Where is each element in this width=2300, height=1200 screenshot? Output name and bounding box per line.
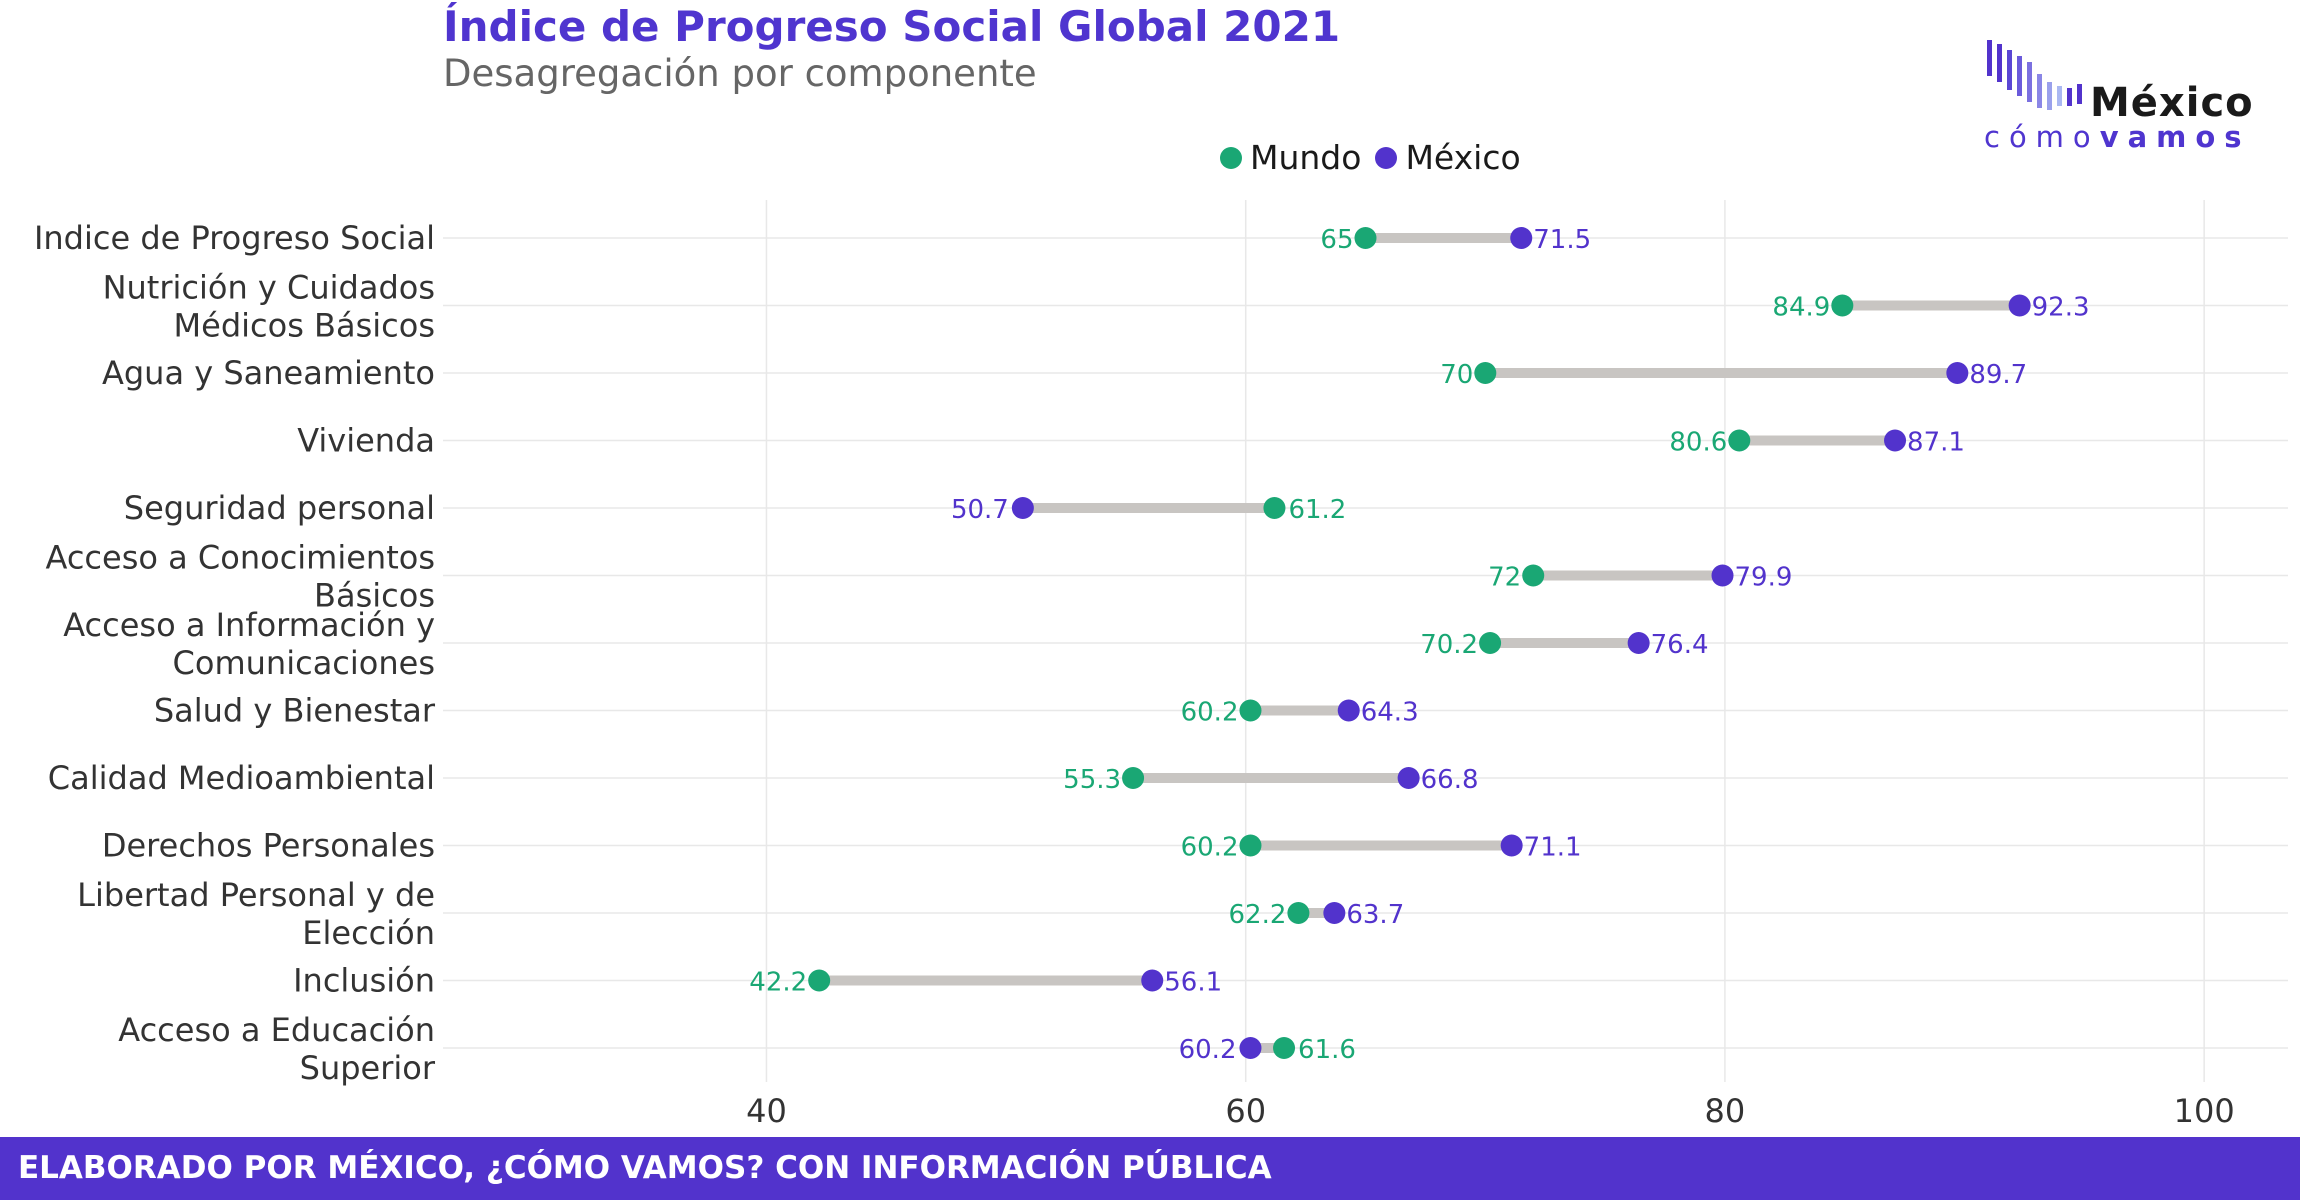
dumbbell-chart: 40 60 80 100 Indice de Progreso Social 65 71.5…: [34, 200, 2288, 1130]
data-label-mexico: 64.3: [1361, 698, 1419, 728]
point-mexico: [1011, 497, 1034, 519]
category-label: Salud y Bienestar: [154, 692, 436, 730]
data-label-mexico: 60.2: [1179, 1035, 1237, 1065]
data-label-mundo: 70: [1440, 360, 1473, 390]
category-label: Acceso a Educación Superior: [118, 1011, 436, 1087]
point-mundo: [1831, 294, 1854, 317]
data-label-mexico: 66.8: [1421, 765, 1479, 795]
point-mexico: [1946, 362, 1969, 384]
data-label-mexico: 89.7: [1969, 360, 2027, 390]
x-tick-label: 100: [2174, 1092, 2235, 1130]
logo-tagline-light: cómo: [1984, 120, 2100, 154]
category-label: Derechos Personales: [102, 827, 435, 865]
category-label: Seguridad personal: [124, 489, 435, 527]
point-mexico: [1711, 564, 1734, 587]
point-mexico: [1397, 767, 1420, 789]
data-label-mexico: 87.1: [1907, 428, 1965, 458]
point-mundo: [1728, 429, 1751, 452]
x-tick-label: 60: [1225, 1092, 1266, 1130]
data-label-mexico: 92.3: [2032, 293, 2090, 323]
category-label: Agua y Saneamiento: [102, 354, 435, 392]
point-mexico: [1323, 902, 1346, 924]
data-label-mundo: 65: [1320, 225, 1353, 255]
category-label: Nutrición y Cuidados Médicos Básicos: [103, 269, 435, 345]
point-mundo: [1522, 564, 1545, 587]
data-label-mundo: 72: [1488, 563, 1521, 593]
data-label-mundo: 61.6: [1298, 1035, 1356, 1065]
point-mundo: [1354, 227, 1377, 249]
point-mexico: [1510, 227, 1533, 249]
legend-label-mundo: Mundo: [1250, 138, 1362, 177]
data-label-mundo: 61.2: [1288, 495, 1346, 525]
data-label-mexico: 79.9: [1735, 563, 1793, 593]
point-mundo: [1263, 497, 1286, 519]
point-mundo: [1122, 767, 1145, 789]
category-label: Libertad Personal y de Elección: [77, 876, 435, 952]
x-tick-label: 40: [746, 1092, 787, 1130]
point-mundo: [1479, 632, 1502, 654]
data-label-mexico: 71.5: [1533, 225, 1591, 255]
point-mundo: [1273, 1037, 1296, 1059]
logo-tagline-bold: vamos: [2099, 120, 2251, 154]
data-label-mexico: 76.4: [1651, 630, 1709, 660]
legend-item-mexico: México: [1375, 138, 1521, 177]
legend-item-mundo: Mundo: [1220, 138, 1361, 177]
legend-dot-mexico: [1375, 146, 1398, 169]
data-label-mexico: 50.7: [951, 495, 1009, 525]
legend-dot-mundo: [1220, 146, 1242, 169]
category-label: Vivienda: [297, 422, 435, 460]
data-label-mundo: 84.9: [1772, 293, 1830, 323]
point-mundo: [1287, 902, 1310, 924]
point-mexico: [1141, 969, 1164, 992]
point-mundo: [1239, 834, 1262, 857]
legend-label-mexico: México: [1405, 138, 1521, 177]
point-mexico: [1627, 632, 1650, 654]
point-mexico: [2008, 294, 2031, 317]
point-mexico: [1239, 1037, 1262, 1059]
data-label-mundo: 62.2: [1229, 900, 1287, 930]
data-label-mundo: 42.2: [749, 968, 807, 998]
logo-tagline: cómovamos: [1984, 120, 2251, 154]
category-label: Inclusión: [293, 962, 435, 1000]
category-label: Indice de Progreso Social: [34, 219, 435, 257]
category-label: Acceso a Información y Comunicaciones: [63, 606, 435, 682]
chart-subtitle: Desagregación por componente: [443, 52, 1037, 95]
point-mundo: [1474, 362, 1497, 384]
footer-banner: ELABORADO POR MÉXICO, ¿CÓMO VAMOS? CON I…: [0, 1137, 2300, 1200]
point-mexico: [1884, 429, 1907, 452]
data-label-mexico: 71.1: [1524, 833, 1582, 863]
chart-title: Índice de Progreso Social Global 2021: [443, 2, 1341, 51]
logo-wordmark: México: [2090, 80, 2254, 126]
legend: Mundo México: [1220, 138, 1535, 177]
x-tick-label: 80: [1705, 1092, 1746, 1130]
data-label-mundo: 80.6: [1669, 428, 1727, 458]
category-label: Calidad Medioambiental: [48, 759, 435, 797]
point-mundo: [1239, 699, 1262, 722]
data-label-mexico: 56.1: [1164, 968, 1222, 998]
point-mexico: [1337, 699, 1360, 722]
mexico-como-vamos-logo: México cómovamos: [1982, 38, 2258, 154]
data-label-mexico: 63.7: [1346, 900, 1404, 930]
point-mundo: [808, 969, 831, 992]
data-label-mundo: 60.2: [1181, 833, 1239, 863]
data-label-mundo: 60.2: [1181, 698, 1239, 728]
data-label-mundo: 70.2: [1420, 630, 1478, 660]
data-label-mundo: 55.3: [1063, 765, 1121, 795]
point-mexico: [1500, 834, 1523, 857]
logo-bars-icon: [1987, 40, 2082, 110]
category-label: Acceso a Conocimientos Básicos: [46, 539, 436, 615]
